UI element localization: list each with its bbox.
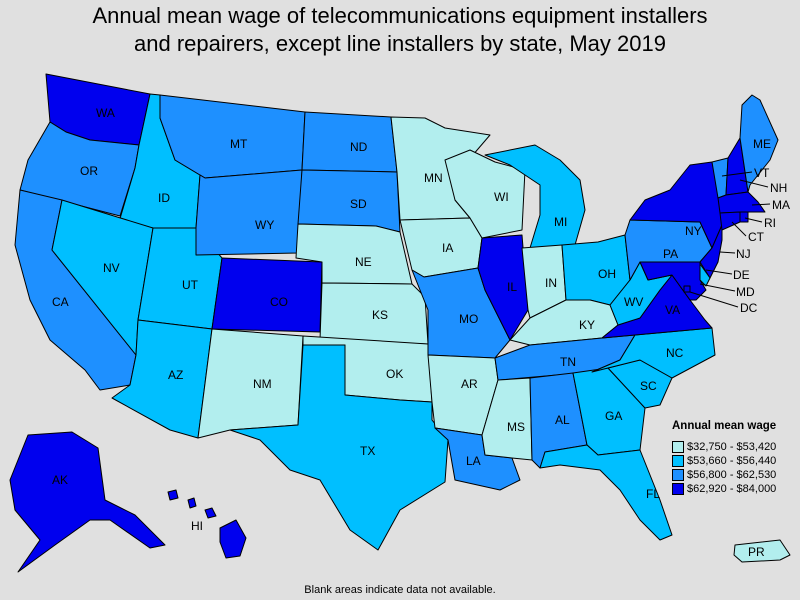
- svg-text:MS: MS: [507, 420, 525, 434]
- svg-text:NJ: NJ: [736, 247, 751, 261]
- svg-text:CO: CO: [270, 295, 288, 309]
- legend-item: $32,750 - $53,420: [672, 440, 800, 454]
- state-dc[interactable]: [683, 285, 691, 293]
- state-nm[interactable]: [197, 328, 304, 439]
- svg-text:GA: GA: [605, 409, 622, 423]
- svg-text:VT: VT: [754, 166, 770, 180]
- svg-text:KS: KS: [372, 308, 388, 322]
- legend-swatch-3: [672, 469, 684, 481]
- state-ak[interactable]: [9, 431, 166, 573]
- svg-text:WY: WY: [255, 218, 274, 232]
- svg-text:AR: AR: [461, 377, 478, 391]
- svg-text:AL: AL: [555, 413, 570, 427]
- svg-text:NY: NY: [685, 224, 702, 238]
- svg-text:PA: PA: [663, 247, 678, 261]
- legend-label-3: $56,800 - $62,530: [687, 469, 777, 481]
- svg-text:MO: MO: [459, 312, 478, 326]
- svg-text:MD: MD: [736, 285, 755, 299]
- svg-text:IA: IA: [442, 241, 453, 255]
- svg-text:VA: VA: [665, 303, 680, 317]
- svg-text:WA: WA: [96, 106, 115, 120]
- state-labels: WA OR CA ID NV UT AZ MT WY CO NM ND SD N…: [52, 106, 790, 559]
- legend-label-1: $32,750 - $53,420: [687, 441, 777, 453]
- state-hi[interactable]: [167, 489, 247, 559]
- svg-text:ME: ME: [753, 137, 771, 151]
- state-nc[interactable]: [591, 327, 716, 379]
- title-line-2: and repairers, except line installers by…: [134, 31, 666, 56]
- svg-text:MT: MT: [230, 137, 248, 151]
- legend-item: $62,920 - $84,000: [672, 482, 800, 496]
- svg-text:WV: WV: [624, 295, 643, 309]
- svg-text:CT: CT: [748, 230, 765, 244]
- state-co[interactable]: [211, 257, 323, 333]
- state-wi[interactable]: [444, 149, 526, 239]
- legend-title: Annual mean wage: [672, 420, 777, 432]
- legend-item: $56,800 - $62,530: [672, 468, 800, 482]
- state-ks[interactable]: [319, 282, 429, 345]
- svg-text:NV: NV: [103, 261, 120, 275]
- svg-text:TN: TN: [560, 355, 576, 369]
- svg-text:DE: DE: [733, 268, 750, 282]
- svg-text:MI: MI: [554, 215, 567, 229]
- svg-text:SD: SD: [350, 197, 367, 211]
- map-title: Annual mean wage of telecommunications e…: [0, 2, 800, 58]
- state-ri[interactable]: [739, 211, 749, 223]
- state-ma[interactable]: [717, 191, 766, 214]
- legend-label-4: $62,920 - $84,000: [687, 483, 777, 495]
- state-me[interactable]: [739, 94, 779, 193]
- svg-text:ID: ID: [158, 191, 170, 205]
- legend: Annual mean wage $32,750 - $53,420 $53,6…: [672, 420, 800, 496]
- svg-text:KY: KY: [579, 318, 595, 332]
- svg-text:DC: DC: [740, 301, 758, 315]
- svg-text:TX: TX: [360, 444, 375, 458]
- svg-text:MA: MA: [772, 198, 790, 212]
- svg-text:CA: CA: [52, 295, 69, 309]
- svg-text:MN: MN: [424, 171, 443, 185]
- svg-text:NM: NM: [253, 377, 272, 391]
- svg-text:UT: UT: [182, 278, 199, 292]
- title-line-1: Annual mean wage of telecommunications e…: [92, 3, 708, 28]
- svg-text:IL: IL: [507, 280, 517, 294]
- state-tx[interactable]: [229, 344, 449, 551]
- svg-text:RI: RI: [764, 216, 776, 230]
- state-sd[interactable]: [297, 169, 401, 233]
- legend-swatch-2: [672, 455, 684, 467]
- svg-text:OH: OH: [598, 267, 616, 281]
- svg-text:OR: OR: [80, 164, 98, 178]
- svg-text:IN: IN: [545, 276, 557, 290]
- svg-text:LA: LA: [466, 454, 481, 468]
- svg-text:FL: FL: [646, 487, 660, 501]
- svg-text:AZ: AZ: [168, 368, 183, 382]
- state-pr[interactable]: [733, 539, 791, 563]
- svg-text:HI: HI: [191, 519, 203, 533]
- svg-text:NH: NH: [770, 181, 787, 195]
- svg-text:OK: OK: [386, 367, 403, 381]
- state-ia[interactable]: [399, 217, 483, 278]
- legend-item: $53,660 - $56,440: [672, 454, 800, 468]
- state-ct[interactable]: [719, 211, 741, 231]
- legend-swatch-1: [672, 441, 684, 453]
- svg-text:ND: ND: [350, 140, 368, 154]
- state-wy[interactable]: [195, 169, 303, 256]
- svg-text:PR: PR: [748, 545, 765, 559]
- svg-text:WI: WI: [494, 190, 509, 204]
- svg-text:SC: SC: [640, 379, 657, 393]
- svg-text:AK: AK: [52, 473, 68, 487]
- legend-swatch-4: [672, 483, 684, 495]
- state-fl[interactable]: [539, 444, 673, 541]
- svg-text:NC: NC: [666, 346, 684, 360]
- footnote: Blank areas indicate data not available.: [304, 584, 496, 596]
- legend-label-2: $53,660 - $56,440: [687, 455, 777, 467]
- svg-text:NE: NE: [355, 255, 372, 269]
- leader-lines: [689, 171, 771, 308]
